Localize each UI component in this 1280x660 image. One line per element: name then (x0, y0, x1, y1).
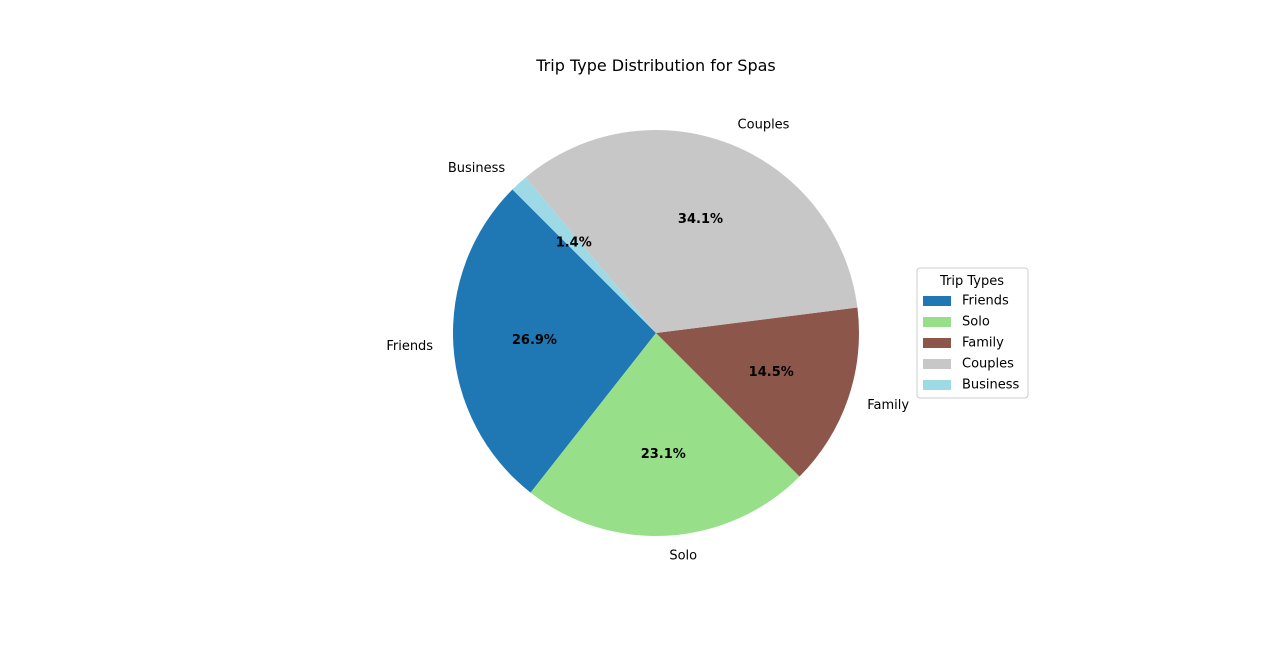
legend-swatch-couples (923, 359, 951, 369)
pct-label-family: 14.5% (749, 365, 794, 380)
legend-label-family: Family (962, 336, 1004, 351)
pie-slices (453, 130, 859, 536)
legend-swatch-business (923, 380, 951, 390)
slice-label-friends: Friends (386, 339, 433, 354)
slice-label-family: Family (867, 398, 909, 413)
legend-swatch-friends (923, 296, 951, 306)
pie-slice-solo (530, 333, 800, 536)
slice-labels: Friends Solo Family Couples Business (386, 118, 909, 564)
legend-swatch-family (923, 338, 951, 348)
legend: Trip Types Friends Solo Family Couples Busin… (916, 267, 1029, 399)
legend-label-solo: Solo (962, 315, 990, 330)
pie-slice-couples (525, 130, 858, 333)
legend-title: Trip Types (939, 274, 1004, 289)
chart-title: Trip Type Distribution for Spas (535, 56, 776, 75)
pie-slice-business (512, 177, 656, 333)
pct-label-business: 1.4% (556, 236, 592, 251)
legend-label-business: Business (962, 378, 1020, 393)
pct-label-friends: 26.9% (512, 333, 557, 348)
percentage-labels: 26.9% 23.1% 14.5% 34.1% 1.4% (512, 212, 794, 462)
legend-swatch-solo (923, 317, 951, 327)
pct-label-solo: 23.1% (641, 447, 686, 462)
slice-label-couples: Couples (738, 118, 790, 133)
pct-label-couples: 34.1% (678, 212, 723, 227)
pie-slice-friends (453, 189, 656, 493)
pie-slice-family (656, 307, 859, 477)
slice-label-business: Business (448, 161, 506, 176)
legend-label-couples: Couples (962, 357, 1014, 372)
legend-label-friends: Friends (962, 294, 1009, 309)
legend-entries: Friends Solo Family Couples Business (923, 294, 1020, 393)
slice-label-solo: Solo (669, 548, 697, 563)
